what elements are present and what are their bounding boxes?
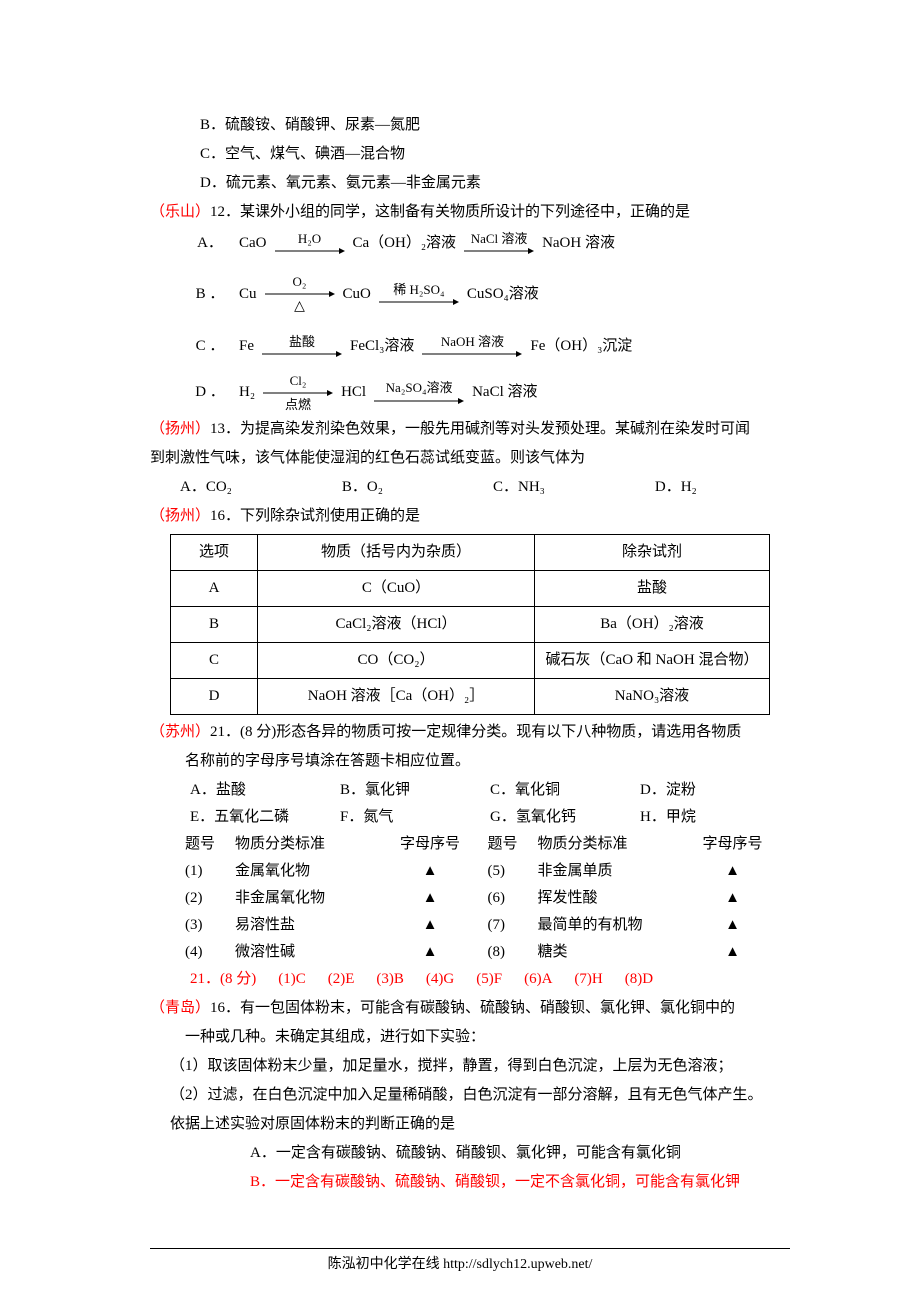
list-item: (3)易溶性盐▲ — [185, 912, 488, 939]
qd16-opt-a: A．一定含有碳酸钠、硫酸钠、硝酸钡、氯化钾，可能含有氯化铜 — [150, 1140, 790, 1167]
arrow-icon: 稀 H₂SO₄ — [379, 283, 459, 306]
table-row: BCaCl₂溶液（HCl）Ba（OH）₂溶液 — [171, 607, 770, 643]
option-b: B．硫酸铵、硝酸钾、尿素—氮肥 — [150, 112, 790, 139]
qd16-stem: （青岛）16．有一包固体粉末，可能含有碳酸钠、硫酸钠、硝酸钡、氯化钾、氯化铜中的 — [150, 995, 790, 1022]
arrow-icon: NaOH 溶液 — [422, 335, 522, 358]
table-row: AC（CuO）盐酸 — [171, 571, 770, 607]
list-item: (2)非金属氧化物▲ — [185, 885, 488, 912]
tag-leshan: （乐山） — [150, 204, 210, 220]
qd16-p1: （1）取该固体粉末少量，加足量水，搅拌，静置，得到白色沉淀，上层为无色溶液； — [150, 1053, 790, 1080]
arrow-icon: H₂O — [275, 232, 345, 255]
tag-yangzhou: （扬州） — [150, 508, 210, 524]
q21-classification: 题号物质分类标准字母序号 (1)金属氧化物▲ (2)非金属氧化物▲ (3)易溶性… — [150, 831, 790, 966]
page-content: B．硫酸铵、硝酸钾、尿素—氮肥 C．空气、煤气、碘酒—混合物 D．硫元素、氧元素… — [0, 0, 920, 1238]
q13-d: D．H₂ — [655, 474, 697, 501]
q13-b: B．O₂ — [342, 474, 383, 501]
option-d: D．硫元素、氧元素、氨元素—非金属元素 — [150, 170, 790, 197]
q12-stem: （乐山）12．某课外小组的同学，这制备有关物质所设计的下列途径中，正确的是 — [150, 199, 790, 226]
q12-opt-b: B ． Cu O₂ △ CuO 稀 H₂SO₄ CuSO₄溶液 — [150, 275, 790, 315]
q13-stem: （扬州）13．为提高染发剂染色效果，一般先用碱剂等对头发预处理。某碱剂在染发时可… — [150, 416, 790, 443]
q12-opt-c: C ． Fe 盐酸 FeCl₃溶液 NaOH 溶液 Fe（OH）₃沉淀 — [150, 333, 790, 360]
q13-options: A．CO₂ B．O₂ C．NH₃ D．H₂ — [150, 474, 790, 501]
arrow-icon: O₂ △ — [265, 275, 335, 315]
arrow-icon: Cl₂ 点燃 — [263, 374, 333, 413]
list-item: (5)非金属单质▲ — [488, 858, 791, 885]
list-item: (4)微溶性碱▲ — [185, 939, 488, 966]
arrow-icon: Na₂SO₄溶液 — [374, 381, 464, 404]
q12-opt-d: D ． H₂ Cl₂ 点燃 HCl Na₂SO₄溶液 NaCl 溶液 — [150, 374, 790, 413]
q16-stem: （扬州）16．下列除杂试剂使用正确的是 — [150, 503, 790, 530]
table-header-row: 选项 物质（括号内为杂质） 除杂试剂 — [171, 535, 770, 571]
list-item: (8)糖类▲ — [488, 939, 791, 966]
q21-stem2: 名称前的字母序号填涂在答题卡相应位置。 — [150, 748, 790, 775]
list-item: (6)挥发性酸▲ — [488, 885, 791, 912]
qd16-stem2: 一种或几种。未确定其组成，进行如下实验： — [150, 1024, 790, 1051]
impurity-table: 选项 物质（括号内为杂质） 除杂试剂 AC（CuO）盐酸 BCaCl₂溶液（HC… — [170, 534, 770, 715]
table-row: DNaOH 溶液［Ca（OH）₂］NaNO₃溶液 — [171, 679, 770, 715]
q21-answers: 21．(8 分) (1)C (2)E (3)B (4)G (5)F (6)A (… — [150, 966, 790, 993]
table-row: CCO（CO₂）碱石灰（CaO 和 NaOH 混合物） — [171, 643, 770, 679]
qd16-opt-b: B．一定含有碳酸钠、硫酸钠、硝酸钡，一定不含氯化铜，可能含有氯化钾 — [150, 1169, 790, 1196]
list-item: (1)金属氧化物▲ — [185, 858, 488, 885]
tag-suzhou: （苏州） — [150, 724, 210, 740]
q13-stem2: 到刺激性气味，该气体能使湿润的红色石蕊试纸变蓝。则该气体为 — [150, 445, 790, 472]
q13-a: A．CO₂ — [180, 474, 232, 501]
q21-substances: A．盐酸 B．氯化钾 C．氧化铜 D．淀粉 E．五氧化二磷 F．氮气 G．氢氧化… — [150, 777, 790, 831]
qd16-p2: （2）过滤，在白色沉淀中加入足量稀硝酸，白色沉淀有一部分溶解，且有无色气体产生。 — [150, 1082, 790, 1109]
arrow-icon: NaCl 溶液 — [464, 232, 534, 255]
qd16-p3: 依据上述实验对原固体粉末的判断正确的是 — [150, 1111, 790, 1138]
tag-yangzhou: （扬州） — [150, 421, 210, 437]
tag-qingdao: （青岛） — [150, 1000, 210, 1016]
q13-c: C．NH₃ — [493, 474, 545, 501]
list-item: (7)最简单的有机物▲ — [488, 912, 791, 939]
page-footer: 陈泓初中化学在线 http://sdlych12.upweb.net/ — [0, 1249, 920, 1293]
arrow-icon: 盐酸 — [262, 335, 342, 358]
q21-stem: （苏州）21．(8 分)形态各异的物质可按一定规律分类。现有以下八种物质，请选用… — [150, 719, 790, 746]
q12-opt-a: A． CaO H₂O Ca（OH）₂溶液 NaCl 溶液 NaOH 溶液 — [150, 230, 790, 257]
option-c: C．空气、煤气、碘酒—混合物 — [150, 141, 790, 168]
